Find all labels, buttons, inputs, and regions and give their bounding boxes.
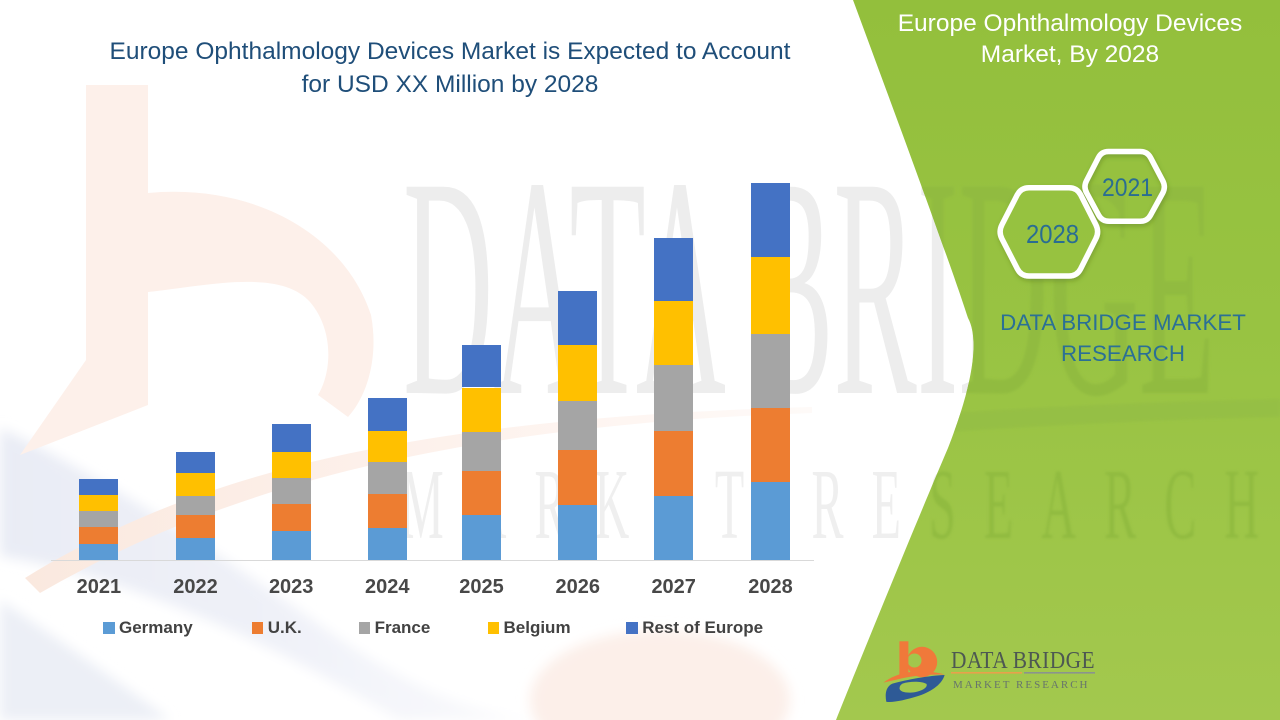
svg-text:2028: 2028 [1026,219,1079,249]
svg-text:MARKET RESEARCH: MARKET RESEARCH [953,679,1092,691]
svg-text:DATA BRIDGE: DATA BRIDGE [951,648,1095,674]
svg-text:2021: 2021 [1102,174,1153,202]
